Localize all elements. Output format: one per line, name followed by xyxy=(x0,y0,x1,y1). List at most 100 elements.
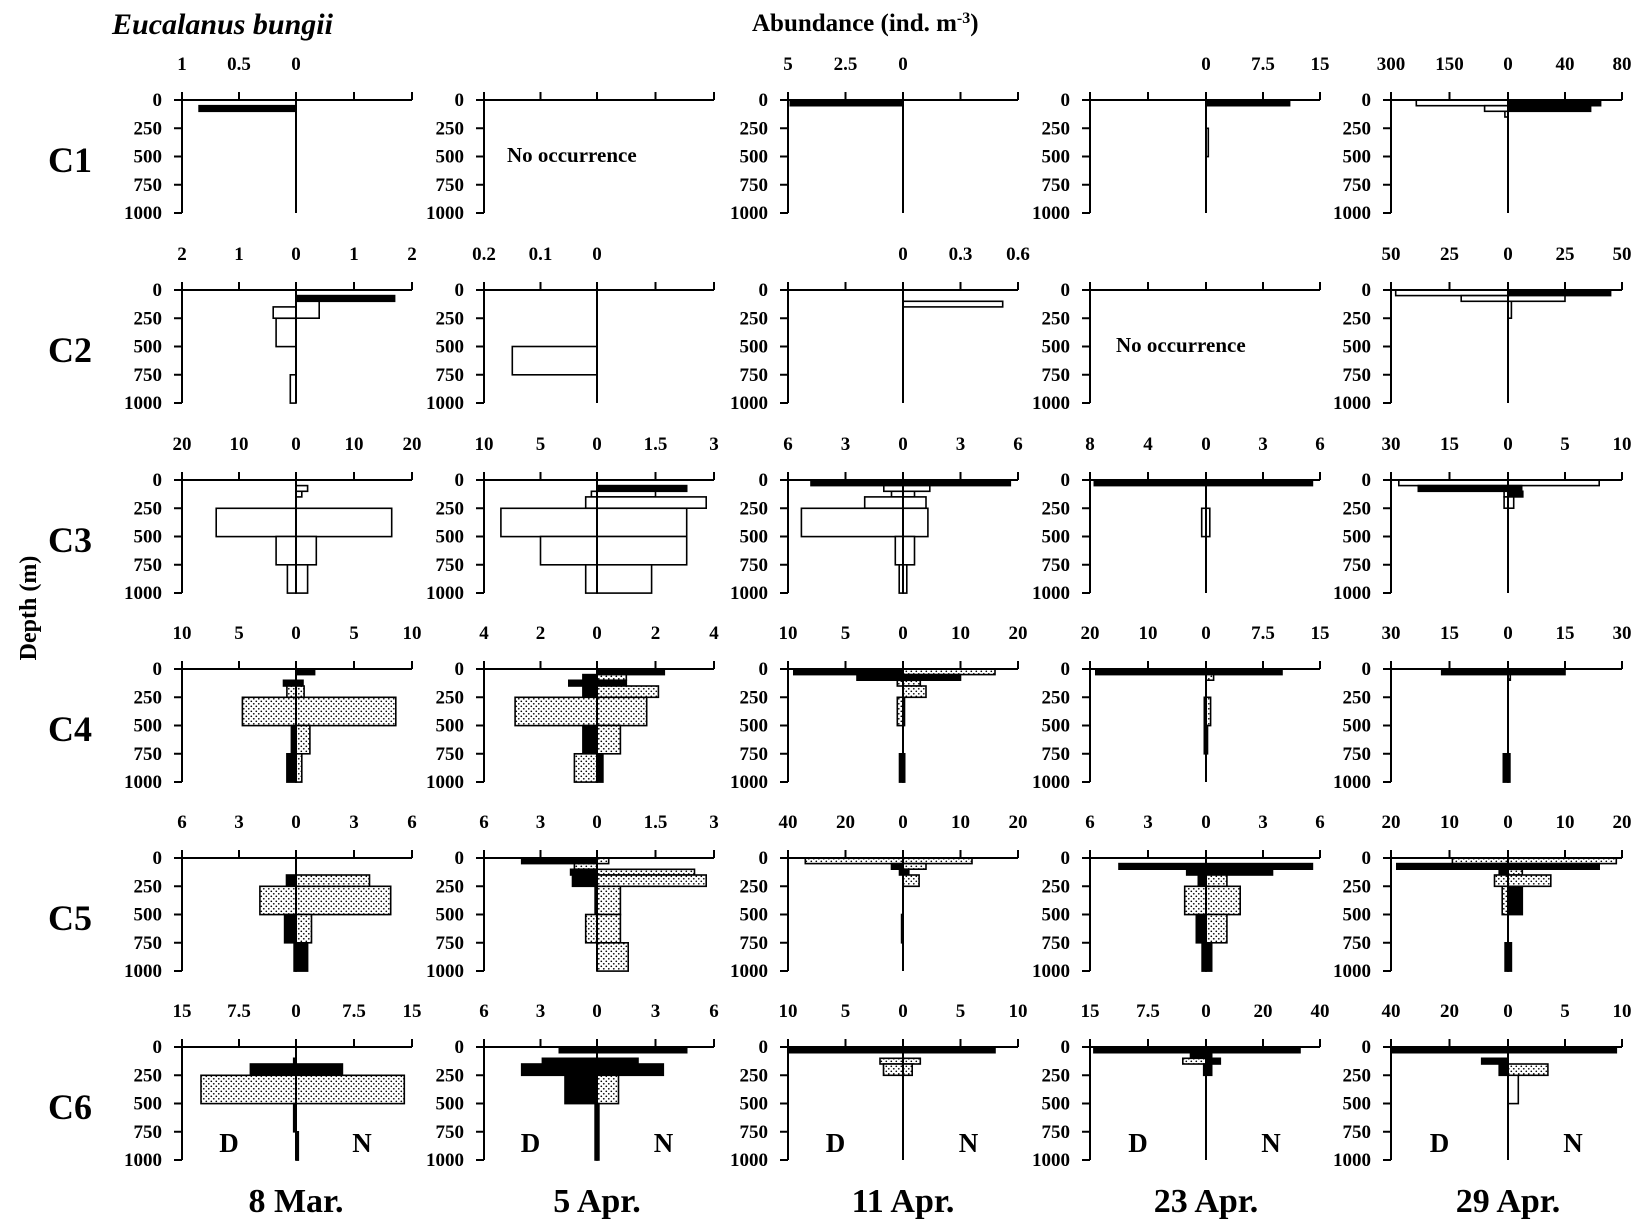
day-bar xyxy=(286,752,297,783)
day-bar xyxy=(882,1063,904,1077)
x-tick-label: 20 xyxy=(1382,812,1401,833)
depth-tick-label: 500 xyxy=(1042,1094,1071,1115)
depth-tick-label: 1000 xyxy=(124,961,162,982)
x-tick-label: 0 xyxy=(1201,812,1211,833)
depth-tick-label: 500 xyxy=(1343,527,1372,548)
x-tick-label: 20 xyxy=(1254,1001,1273,1022)
depth-tick-label: 500 xyxy=(1343,716,1372,737)
depth-tick-label: 0 xyxy=(759,848,769,869)
x-tick-label: 3 xyxy=(841,434,851,455)
night-bar xyxy=(295,484,309,493)
x-tick-label: 8 xyxy=(1085,434,1095,455)
depth-tick-label: 250 xyxy=(1343,876,1372,897)
depth-tick-label: 500 xyxy=(436,527,465,548)
day-bar xyxy=(200,1074,297,1105)
depth-tick-label: 0 xyxy=(153,90,163,111)
night-bar xyxy=(1205,868,1274,876)
x-tick-label: 3 xyxy=(1258,434,1268,455)
depth-tick-label: 0 xyxy=(455,659,465,680)
depth-tick-label: 1000 xyxy=(730,772,768,793)
night-bar xyxy=(902,1057,922,1065)
x-tick-label: 20 xyxy=(1081,623,1100,644)
day-bar xyxy=(582,673,598,681)
depth-tick-label: 0 xyxy=(759,1037,769,1058)
depth-tick-label: 500 xyxy=(436,716,465,737)
x-tick-label: 40 xyxy=(1311,1001,1330,1022)
depth-tick-label: 0 xyxy=(759,659,769,680)
depth-tick-label: 1000 xyxy=(1032,772,1070,793)
night-label: N xyxy=(1563,1128,1583,1158)
day-bar xyxy=(800,507,904,538)
day-bar xyxy=(1493,874,1509,888)
day-bar xyxy=(286,563,297,594)
panel-c1-col1: 1 0.5 0 0 250 500 750 1000 xyxy=(124,54,413,224)
x-tick-label: 10 xyxy=(1556,812,1575,833)
day-bar xyxy=(564,1074,598,1105)
depth-tick-label: 750 xyxy=(740,175,769,196)
x-tick-label: 10 xyxy=(403,623,422,644)
depth-tick-label: 250 xyxy=(436,1065,465,1086)
night-bar xyxy=(1507,868,1524,876)
x-axis-title-superscript: -3 xyxy=(957,10,970,27)
night-bar xyxy=(1507,294,1566,303)
night-bar xyxy=(902,300,1004,308)
depth-tick-label: 1000 xyxy=(1032,583,1070,604)
depth-tick-label: 1000 xyxy=(1032,961,1070,982)
night-bar xyxy=(596,724,622,755)
depth-tick-label: 0 xyxy=(455,90,465,111)
depth-tick-label: 500 xyxy=(740,905,769,926)
day-bar xyxy=(520,1063,598,1077)
panel-c6-col1: 15 7.5 0 7.5 15 0 250 500 750 1000 D N xyxy=(124,1001,422,1171)
x-tick-label: 15 xyxy=(1440,623,1459,644)
x-tick-label: 0 xyxy=(1503,54,1513,75)
day-bar xyxy=(879,1057,904,1065)
x-tick-label: 1 xyxy=(177,54,187,75)
night-label: N xyxy=(959,1128,979,1158)
night-bar xyxy=(596,1057,639,1065)
depth-tick-label: 750 xyxy=(134,744,163,765)
x-tick-label: 10 xyxy=(173,623,192,644)
x-tick-label: 30 xyxy=(1613,623,1632,644)
depth-tick-label: 500 xyxy=(1343,905,1372,926)
no-occurrence-label: No occurrence xyxy=(1116,333,1246,357)
night-bar xyxy=(295,1063,344,1077)
day-bar xyxy=(1417,484,1509,493)
panel-c1-col4: 0 7.5 15 0 250 500 750 1000 xyxy=(1032,54,1330,224)
x-axis-title: Abundance (ind. m-3) xyxy=(752,10,979,38)
x-tick-label: 3 xyxy=(709,434,719,455)
x-tick-label: 6 xyxy=(177,812,187,833)
day-bar xyxy=(1189,1051,1207,1060)
depth-tick-label: 0 xyxy=(1061,1037,1071,1058)
day-bar xyxy=(582,724,598,755)
day-bar xyxy=(514,696,598,727)
x-tick-label: 0 xyxy=(291,54,301,75)
x-tick-label: 10 xyxy=(779,623,798,644)
night-bar xyxy=(1205,913,1228,944)
panel-c2-col4: 0 250 500 750 1000 No occurrence xyxy=(1032,280,1321,414)
night-bar xyxy=(902,673,962,681)
figure-title: Eucalanus bungii xyxy=(111,8,334,41)
depth-tick-label: 750 xyxy=(436,744,465,765)
panel-c3-col5: 30 15 0 5 10 0 250 500 750 1000 xyxy=(1333,434,1632,604)
night-bar xyxy=(295,885,392,916)
x-tick-label: 10 xyxy=(951,623,970,644)
depth-tick-label: 250 xyxy=(1042,876,1071,897)
night-bar xyxy=(902,1063,913,1077)
x-tick-label: 3 xyxy=(709,812,719,833)
night-bar xyxy=(1507,885,1524,916)
depth-tick-label: 750 xyxy=(740,744,769,765)
depth-tick-label: 250 xyxy=(740,118,769,139)
night-bar xyxy=(596,535,688,566)
day-bar xyxy=(890,490,904,498)
day-bar xyxy=(1396,862,1509,870)
x-tick-label: 5 xyxy=(841,623,851,644)
x-tick-label: 6 xyxy=(1085,812,1095,833)
day-bar xyxy=(890,862,904,870)
depth-tick-label: 250 xyxy=(740,876,769,897)
day-bar xyxy=(539,535,598,566)
date-labels: 8 Mar. 5 Apr. 11 Apr. 23 Apr. 29 Apr. xyxy=(248,1183,1560,1220)
x-tick-label: 5 xyxy=(783,54,793,75)
night-bar xyxy=(596,913,622,944)
